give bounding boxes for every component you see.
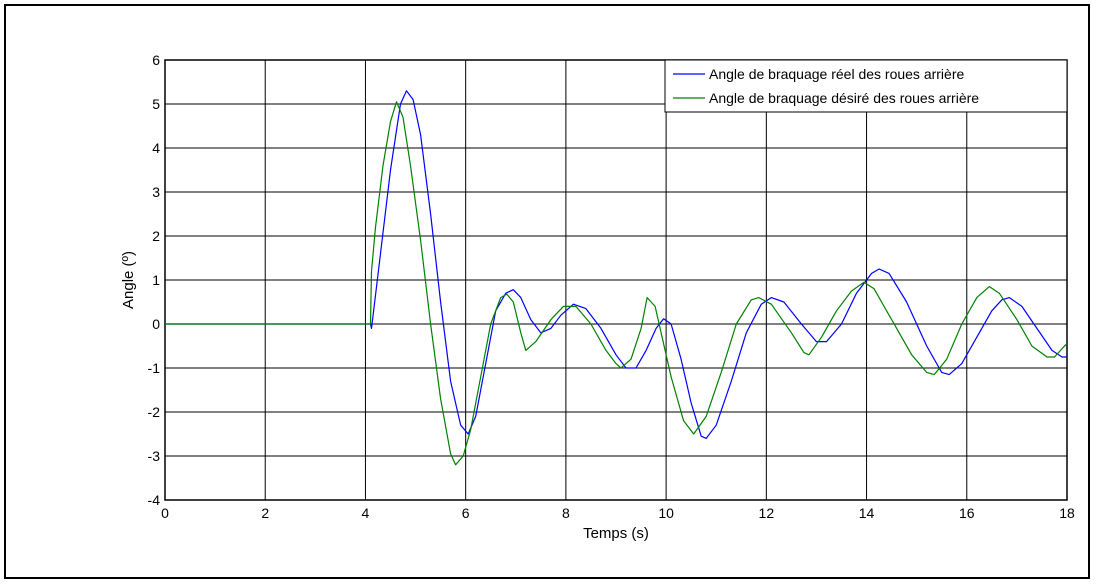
y-tick-label: 1 [152,272,160,288]
legend-label-desired: Angle de braquage désiré des roues arriè… [709,90,979,106]
x-tick-label: 0 [161,505,169,521]
legend-box [664,59,1068,113]
grid [164,59,1068,501]
x-tick-label: 14 [859,505,875,521]
x-tick-label: 2 [261,505,269,521]
plot-area [164,59,1068,501]
y-tick-label: 0 [152,316,160,332]
legend-label-real: Angle de braquage réel des roues arrière [709,66,964,82]
y-tick-label: -4 [148,492,161,508]
series-group [165,90,1068,466]
x-axis: 0 2 4 6 8 10 12 14 16 18 [161,505,1075,521]
x-tick-label: 18 [1059,505,1075,521]
x-tick-label: 10 [658,505,674,521]
x-tick-label: 16 [959,505,975,521]
x-tick-label: 6 [462,505,470,521]
series-line-desired [165,101,1068,466]
x-tick-label: 8 [562,505,570,521]
x-axis-title: Temps (s) [583,525,649,542]
y-axis: -4 -3 -2 -1 0 1 2 3 4 5 6 [148,52,161,508]
series-line-real [165,90,1067,439]
y-tick-label: -2 [148,404,161,420]
y-tick-label: 5 [152,96,160,112]
y-tick-label: 4 [152,140,160,156]
y-tick-label: 6 [152,52,160,68]
y-tick-label: -1 [148,360,161,376]
y-tick-label: -3 [148,448,161,464]
x-tick-label: 4 [362,505,370,521]
y-tick-label: 3 [152,184,160,200]
legend: Angle de braquage réel des roues arrière… [664,59,1068,113]
y-tick-label: 2 [152,228,160,244]
x-tick-label: 12 [759,505,775,521]
y-axis-title: Angle (º) [120,251,137,309]
